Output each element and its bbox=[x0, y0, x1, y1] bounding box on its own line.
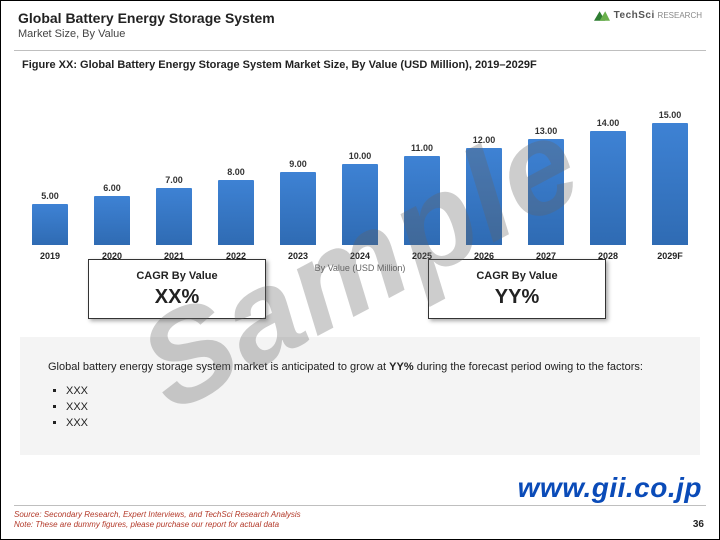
bar bbox=[652, 123, 688, 245]
page-number: 36 bbox=[693, 519, 704, 530]
bar-slot: 11.002025 bbox=[392, 79, 452, 245]
bar-value-label: 13.00 bbox=[535, 126, 558, 136]
page-subtitle: Market Size, By Value bbox=[18, 28, 702, 40]
cagr-box-left: CAGR By Value XX% bbox=[88, 259, 266, 319]
bar bbox=[280, 172, 316, 245]
source-note: Source: Secondary Research, Expert Inter… bbox=[14, 510, 706, 530]
cagr-left-value: XX% bbox=[155, 286, 199, 309]
bar-value-label: 9.00 bbox=[289, 159, 307, 169]
bar bbox=[32, 204, 68, 245]
bar bbox=[466, 148, 502, 246]
bar-slot: 5.002019 bbox=[20, 79, 80, 245]
bar-value-label: 12.00 bbox=[473, 135, 496, 145]
bar bbox=[590, 131, 626, 245]
bar-slot: 15.002029F bbox=[640, 79, 700, 245]
header-rule bbox=[14, 50, 706, 51]
bar-value-label: 5.00 bbox=[41, 191, 59, 201]
bullet-item: XXX bbox=[66, 417, 672, 429]
cagr-right-title: CAGR By Value bbox=[476, 270, 557, 282]
bar-slot: 7.002021 bbox=[144, 79, 204, 245]
commentary-box: Global battery energy storage system mar… bbox=[20, 337, 700, 455]
bar bbox=[404, 156, 440, 245]
bar-value-label: 10.00 bbox=[349, 151, 372, 161]
bar-value-label: 11.00 bbox=[411, 143, 433, 153]
bar bbox=[156, 188, 192, 245]
brand-logo: TechSci RESEARCH bbox=[594, 10, 702, 21]
figure-title: Figure XX: Global Battery Energy Storage… bbox=[22, 59, 702, 71]
footer-rule bbox=[14, 505, 706, 506]
url-watermark: www.gii.co.jp bbox=[518, 472, 702, 504]
bar-slot: 10.002024 bbox=[330, 79, 390, 245]
bullet-item: XXX bbox=[66, 385, 672, 397]
cagr-right-value: YY% bbox=[495, 286, 539, 309]
bar-slot: 6.002020 bbox=[82, 79, 142, 245]
bar-slot: 12.002026 bbox=[454, 79, 514, 245]
bar-value-label: 8.00 bbox=[227, 167, 245, 177]
cagr-box-right: CAGR By Value YY% bbox=[428, 259, 606, 319]
bar-value-label: 14.00 bbox=[597, 118, 620, 128]
bar-slot: 8.002022 bbox=[206, 79, 266, 245]
bar-value-label: 6.00 bbox=[103, 183, 121, 193]
commentary-lead: Global battery energy storage system mar… bbox=[48, 361, 672, 373]
cagr-left-title: CAGR By Value bbox=[136, 270, 217, 282]
bar bbox=[528, 139, 564, 245]
bar-value-label: 7.00 bbox=[165, 175, 183, 185]
bar bbox=[94, 196, 130, 245]
bar-slot: 9.002023 bbox=[268, 79, 328, 245]
bar-value-label: 15.00 bbox=[659, 110, 682, 120]
bar bbox=[342, 164, 378, 245]
bar bbox=[218, 180, 254, 245]
bar-chart: 5.0020196.0020207.0020218.0020229.002023… bbox=[14, 79, 706, 279]
bar-slot: 13.002027 bbox=[516, 79, 576, 245]
bar-slot: 14.002028 bbox=[578, 79, 638, 245]
bullet-item: XXX bbox=[66, 401, 672, 413]
